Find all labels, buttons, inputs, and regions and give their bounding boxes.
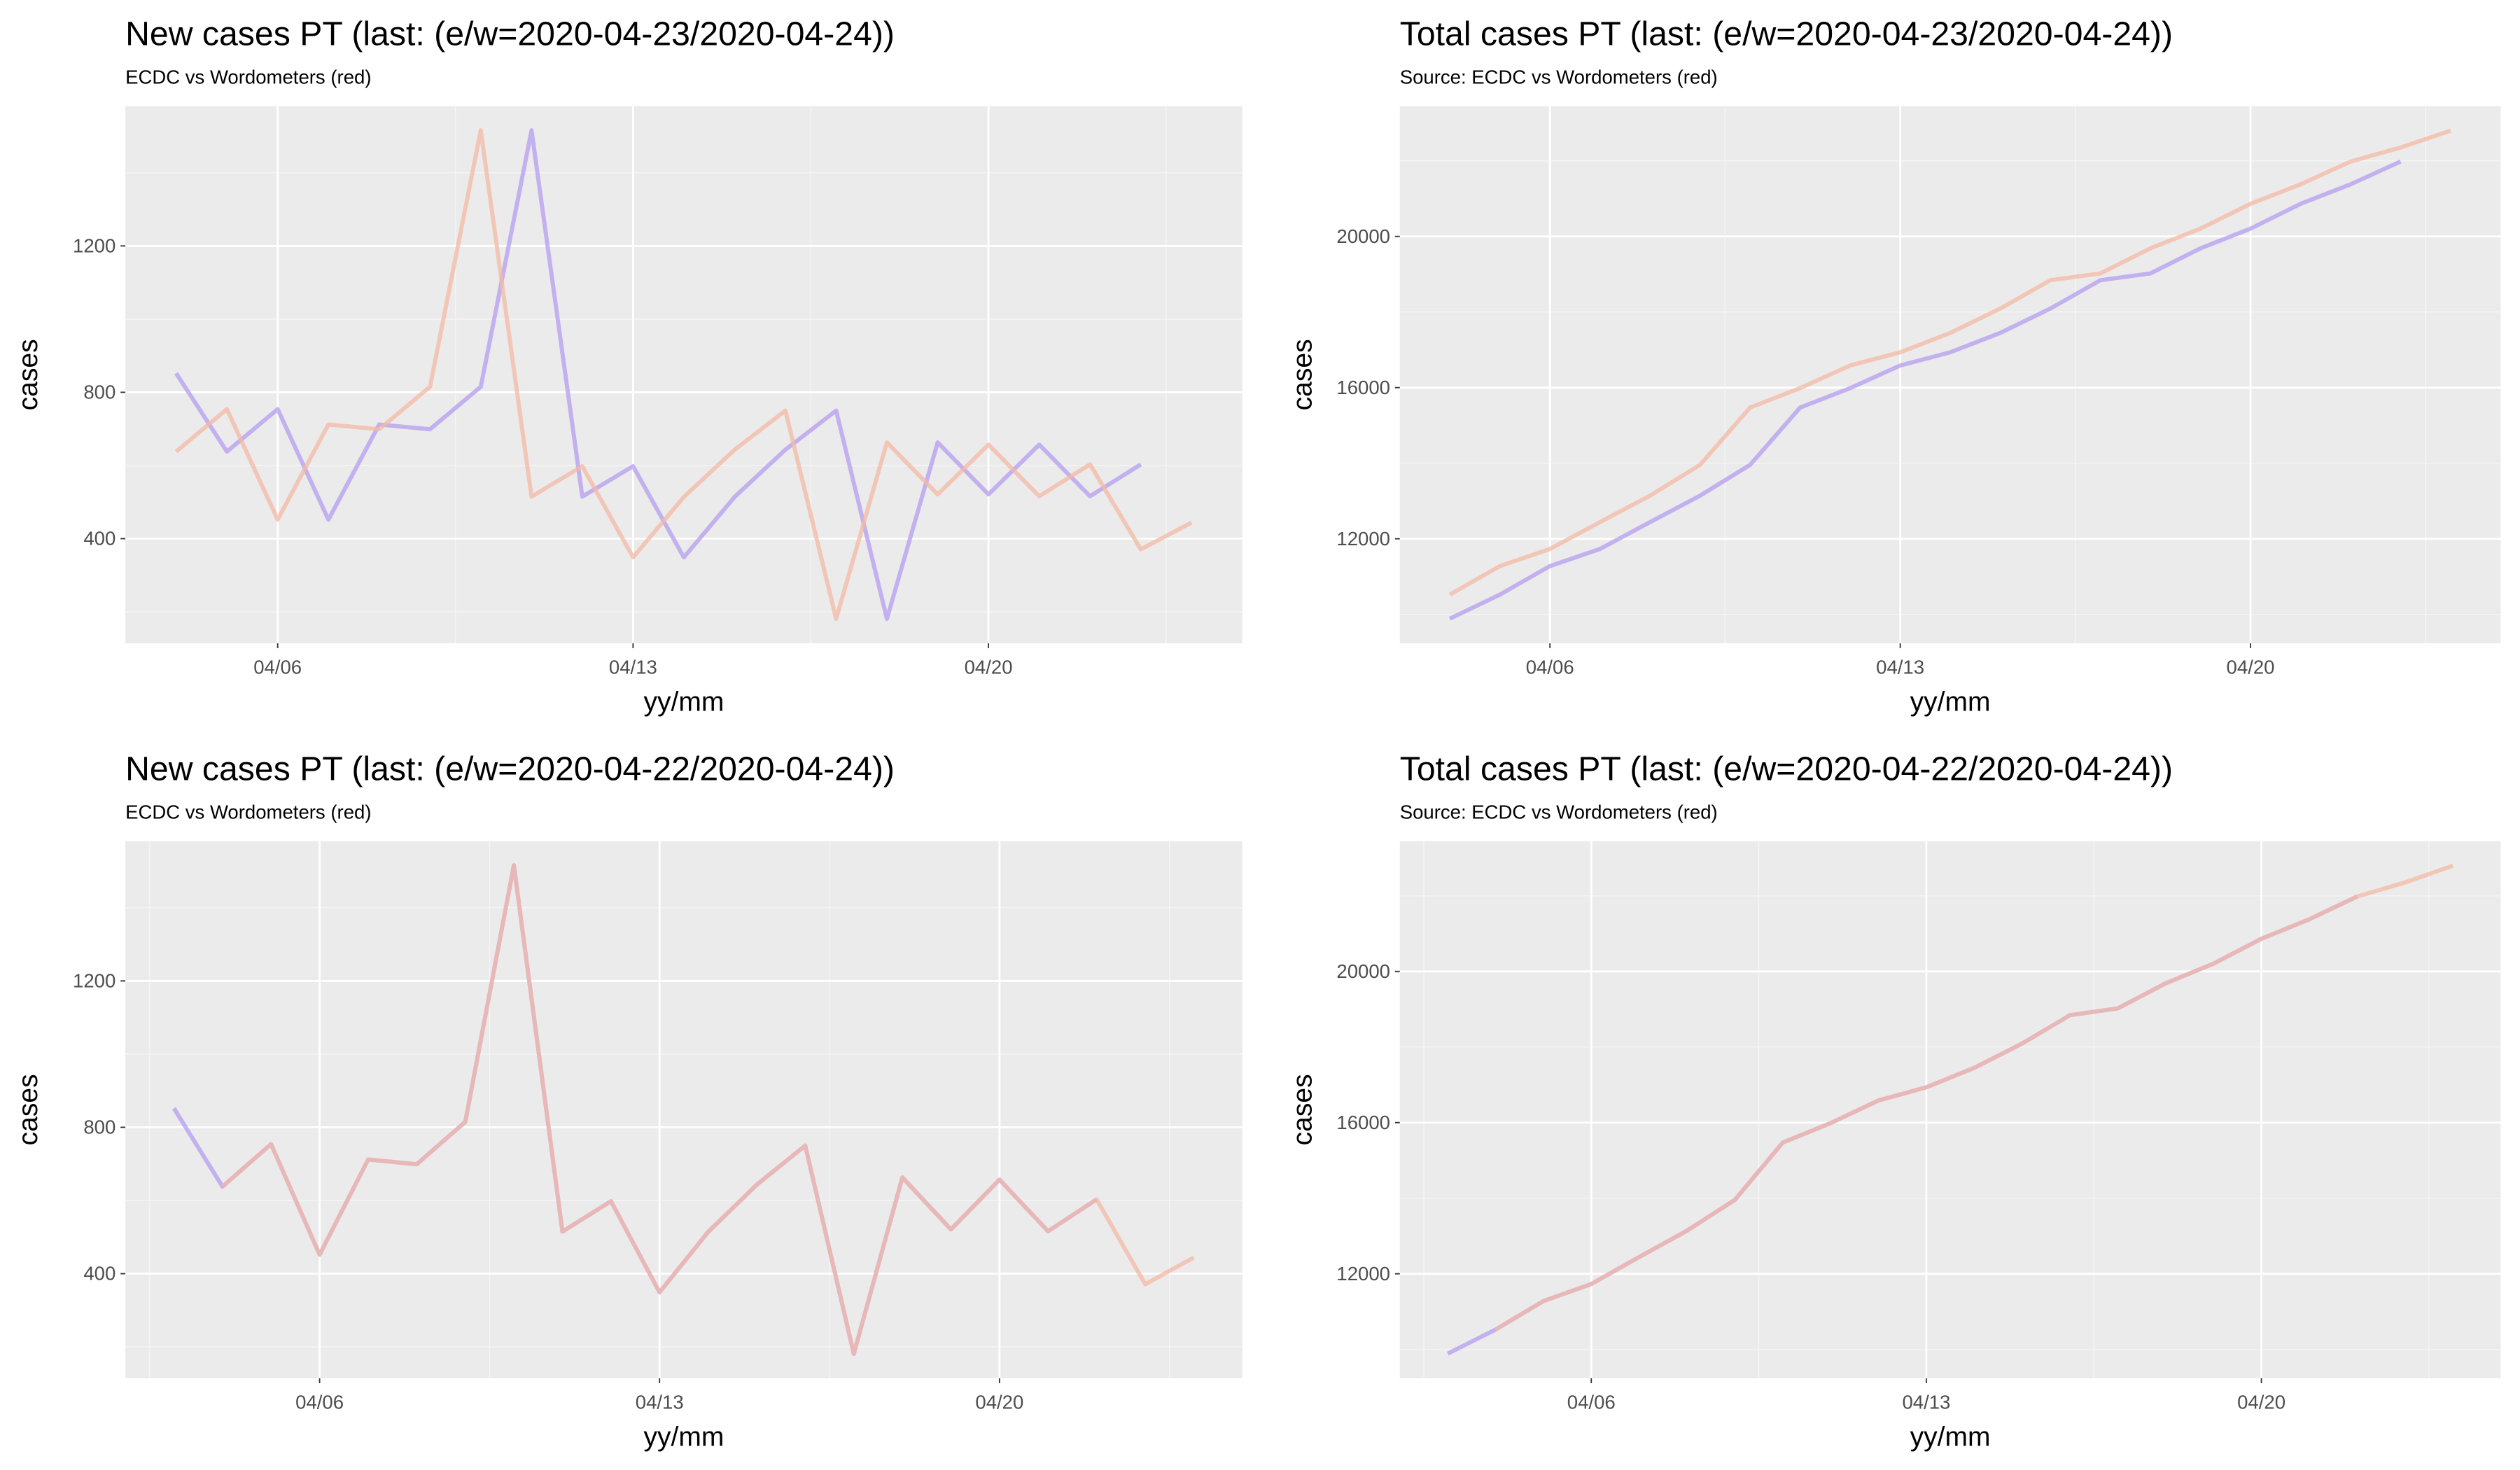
y-axis-label: cases xyxy=(1287,339,1317,410)
y-axis-label: cases xyxy=(1287,1074,1317,1145)
y-tick-label: 20000 xyxy=(1336,225,1390,247)
x-tick-label: 04/20 xyxy=(2227,657,2275,678)
x-tick-label: 04/20 xyxy=(975,1392,1023,1413)
chart-subtitle: ECDC vs Wordometers (red) xyxy=(125,801,371,822)
x-tick-label: 04/13 xyxy=(1876,657,1924,678)
x-axis-label: yy/mm xyxy=(1910,687,1991,718)
chart: New cases PT (last: (e/w=2020-04-22/2020… xyxy=(13,750,1242,1452)
x-axis-label: yy/mm xyxy=(643,1422,724,1452)
y-tick-label: 12000 xyxy=(1336,1263,1390,1284)
plot-panel xyxy=(1399,841,2501,1379)
x-tick-label: 04/06 xyxy=(1567,1392,1616,1413)
plot-panel xyxy=(125,841,1242,1379)
x-axis-label: yy/mm xyxy=(1910,1422,1991,1452)
x-tick-label: 04/13 xyxy=(636,1392,684,1413)
y-tick-label: 16000 xyxy=(1336,377,1390,398)
y-tick-label: 1200 xyxy=(73,235,115,257)
series-line xyxy=(174,128,1193,622)
y-tick-label: 800 xyxy=(83,1116,115,1138)
series-line xyxy=(1448,128,2451,596)
x-tick-label: 04/06 xyxy=(253,657,302,678)
chart-title: New cases PT (last: (e/w=2020-04-23/2020… xyxy=(125,15,895,52)
plot-panel xyxy=(125,106,1242,644)
chart-title: Total cases PT (last: (e/w=2020-04-23/20… xyxy=(1400,15,2173,52)
x-tick-label: 04/06 xyxy=(1526,657,1574,678)
x-tick-label: 04/06 xyxy=(295,1392,344,1413)
series-line xyxy=(1448,160,2402,621)
series-line xyxy=(220,863,1195,1357)
series-line xyxy=(174,128,1142,622)
series-line xyxy=(1494,863,2454,1331)
y-tick-label: 400 xyxy=(83,528,115,550)
chart-subtitle: ECDC vs Wordometers (red) xyxy=(125,66,371,88)
chart: Total cases PT (last: (e/w=2020-04-22/20… xyxy=(1287,750,2501,1452)
x-tick-label: 04/13 xyxy=(1902,1392,1950,1413)
y-tick-label: 16000 xyxy=(1336,1112,1390,1133)
y-tick-label: 20000 xyxy=(1336,960,1390,982)
y-axis-label: cases xyxy=(13,1074,43,1145)
x-tick-label: 04/20 xyxy=(2237,1392,2286,1413)
chart: New cases PT (last: (e/w=2020-04-23/2020… xyxy=(13,15,1242,718)
chart: Total cases PT (last: (e/w=2020-04-23/20… xyxy=(1287,15,2501,718)
chart-title: Total cases PT (last: (e/w=2020-04-22/20… xyxy=(1400,750,2173,788)
y-tick-label: 12000 xyxy=(1336,528,1390,550)
y-tick-label: 800 xyxy=(83,382,115,403)
x-tick-label: 04/20 xyxy=(965,657,1013,678)
chart-subtitle: Source: ECDC vs Wordometers (red) xyxy=(1400,801,1718,822)
y-tick-label: 1200 xyxy=(73,970,115,992)
y-axis-label: cases xyxy=(13,339,43,410)
chart-subtitle: Source: ECDC vs Wordometers (red) xyxy=(1400,66,1718,88)
y-tick-label: 400 xyxy=(83,1263,115,1284)
x-axis-label: yy/mm xyxy=(643,687,724,718)
chart-title: New cases PT (last: (e/w=2020-04-22/2020… xyxy=(125,750,895,788)
x-tick-label: 04/13 xyxy=(609,657,657,678)
